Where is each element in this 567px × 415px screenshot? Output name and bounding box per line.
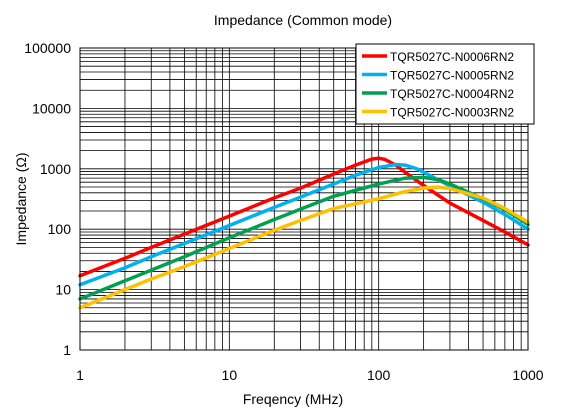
- y-tick-labels: 1 10 100 1000 10000 100000: [24, 40, 71, 358]
- y-tick-label: 1000: [40, 161, 71, 177]
- legend-label: TQR5027C-N0003RN2: [390, 106, 514, 120]
- y-tick-label: 1: [63, 342, 71, 358]
- x-tick-label: 1000: [512, 367, 543, 383]
- y-tick-label: 100000: [24, 40, 71, 56]
- y-tick-label: 100: [48, 221, 72, 237]
- series-lines: [78, 156, 530, 310]
- y-axis-label: Impedance (Ω): [13, 153, 29, 246]
- y-tick-label: 10000: [32, 100, 71, 116]
- grid: [80, 48, 528, 350]
- series-line: [78, 175, 530, 301]
- series-line: [78, 185, 530, 310]
- x-tick-label: 10: [222, 367, 238, 383]
- x-tick-label: 100: [367, 367, 391, 383]
- x-axis-label: Freqency (MHz): [243, 391, 343, 407]
- plot-area-border: [79, 47, 529, 351]
- y-tick-label: 10: [55, 282, 71, 298]
- legend-label: TQR5027C-N0004RN2: [390, 87, 514, 101]
- legend-label: TQR5027C-N0005RN2: [390, 69, 514, 83]
- legend-label: TQR5027C-N0006RN2: [390, 50, 514, 64]
- series-line: [78, 156, 530, 278]
- x-tick-labels: 1 10 100 1000: [76, 367, 544, 383]
- x-tick-label: 1: [76, 367, 84, 383]
- legend: TQR5027C-N0006RN2 TQR5027C-N0005RN2 TQR502…: [355, 43, 535, 125]
- chart-title: Impedance (Common mode): [214, 12, 392, 28]
